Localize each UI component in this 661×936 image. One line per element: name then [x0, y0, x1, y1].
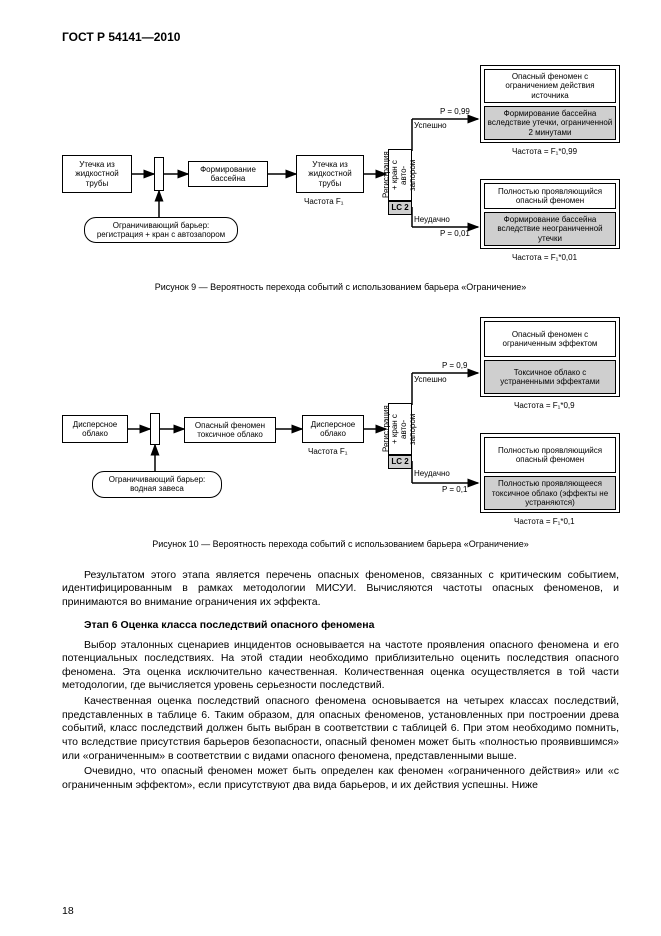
- fig10-pbot: P = 0,1: [442, 485, 467, 495]
- fig10-fail: Неудачно: [414, 469, 450, 479]
- figure-10: Дисперсное облако Опасный феномен токсич…: [62, 311, 622, 531]
- body-heading: Этап 6 Оценка класса последствий опасног…: [62, 619, 619, 632]
- fig9-out-bot-a: Полностью проявляющийся опасный феномен: [484, 183, 616, 209]
- fig10-ptop: P = 0,9: [442, 361, 467, 371]
- fig9-leak2-box: Утечка из жидкостной трубы: [296, 155, 364, 193]
- figure-9: Утечка из жидкостной трубы Формирование …: [62, 59, 622, 274]
- page-number: 18: [62, 905, 74, 918]
- body-p3: Качественная оценка последствий опасного…: [62, 695, 619, 763]
- fig10-lc2: LC 2: [388, 455, 412, 469]
- fig10-barrier: Ограничивающий барьер: водная завеса: [92, 471, 222, 497]
- fig9-caption: Рисунок 9 — Вероятность перехода событий…: [62, 282, 619, 293]
- body-p4: Очевидно, что опасный феномен может быть…: [62, 765, 619, 792]
- fig9-out-top: Опасный феномен с ограничением действия …: [480, 65, 620, 143]
- fig10-freq-top: Частота = F₁*0,9: [514, 401, 575, 411]
- fig9-out-bot-b: Формирование бассейна вследствие неогран…: [484, 212, 616, 246]
- fig9-success: Успешно: [414, 121, 447, 131]
- fig9-freq-top: Частота = F₁*0,99: [512, 147, 577, 157]
- fig10-freq-f1: Частота F₁: [308, 447, 347, 457]
- fig9-barrier: Ограничивающий барьер: регистрация + кра…: [84, 217, 238, 243]
- fig10-caption: Рисунок 10 — Вероятность перехода событи…: [62, 539, 619, 550]
- fig10-out-top-b: Токсичное облако с устраненными эффектам…: [484, 360, 616, 394]
- fig9-gate: [154, 157, 164, 191]
- gost-header: ГОСТ Р 54141—2010: [62, 30, 619, 45]
- fig9-leak-box: Утечка из жидкостной трубы: [62, 155, 132, 193]
- fig9-lc2: LC 2: [388, 201, 412, 215]
- fig10-cloud2-box: Дисперсное облако: [302, 415, 364, 443]
- fig9-ptop: P = 0,99: [440, 107, 470, 117]
- fig9-out-top-a: Опасный феномен с ограничением действия …: [484, 69, 616, 103]
- fig10-cloud-box: Дисперсное облако: [62, 415, 128, 443]
- fig10-out-bot-a: Полностью проявляющийся опасный феномен: [484, 437, 616, 473]
- fig10-success: Успешно: [414, 375, 447, 385]
- fig9-out-top-b: Формирование бассейна вследствие утечки,…: [484, 106, 616, 140]
- fig10-out-top-a: Опасный феномен с ограниченным эффектом: [484, 321, 616, 357]
- fig10-freq-bot: Частота = F₁*0,1: [514, 517, 575, 527]
- fig10-out-bot-b: Полностью проявляющееся токсичное облако…: [484, 476, 616, 510]
- page-root: ГОСТ Р 54141—2010 Утечк: [0, 0, 661, 936]
- fig9-freq-f1: Частота F₁: [304, 197, 343, 207]
- fig9-pbot: P = 0,01: [440, 229, 470, 239]
- fig10-out-bot: Полностью проявляющийся опасный феномен …: [480, 433, 620, 513]
- fig9-register-box: Регистрация + кран с авто- запором: [388, 149, 412, 201]
- fig9-freq-bot: Частота = F₁*0,01: [512, 253, 577, 263]
- fig10-register-box: Регистрация + кран с авто- запором: [388, 403, 412, 455]
- body-p2: Выбор эталонных сценариев инцидентов осн…: [62, 639, 619, 694]
- fig9-out-bot: Полностью проявляющийся опасный феномен …: [480, 179, 620, 249]
- fig9-fail: Неудачно: [414, 215, 450, 225]
- fig10-out-top: Опасный феномен с ограниченным эффектом …: [480, 317, 620, 397]
- fig10-gate: [150, 413, 160, 445]
- body-p1: Результатом этого этапа является перечен…: [62, 569, 619, 610]
- fig9-pool-box: Формирование бассейна: [188, 161, 268, 187]
- fig10-toxic-box: Опасный феномен токсичное облако: [184, 417, 276, 443]
